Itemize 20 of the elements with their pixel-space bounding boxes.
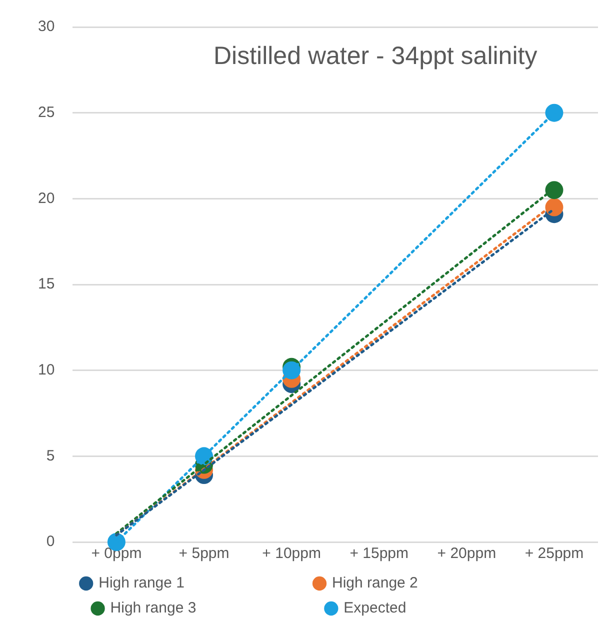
y-tick-label: 25 [38, 104, 55, 121]
x-tick-label: + 20ppm [437, 545, 496, 562]
y-tick-label: 10 [38, 361, 55, 378]
legend-label: High range 2 [332, 574, 538, 592]
legend-label: High range 1 [98, 574, 305, 592]
y-tick-label: 15 [38, 276, 55, 293]
y-tick-label: 5 [46, 447, 55, 464]
y-tick-label: 20 [38, 190, 55, 207]
x-tick-label: + 10ppm [262, 545, 321, 562]
legend-label: Expected [344, 600, 526, 617]
x-tick-label: + 15ppm [350, 545, 409, 562]
y-tick-label: 30 [38, 18, 55, 36]
x-tick-label: + 0ppm [91, 545, 142, 562]
x-tick-label: + 25ppm [524, 545, 584, 562]
text: Distilled water - 34ppt salinity [213, 42, 538, 70]
y-tick-label: 0 [46, 533, 55, 550]
point [545, 104, 564, 122]
point [545, 181, 564, 200]
x-tick-label: + 5ppm [178, 545, 230, 562]
legend-label: High range 3 [110, 600, 316, 617]
